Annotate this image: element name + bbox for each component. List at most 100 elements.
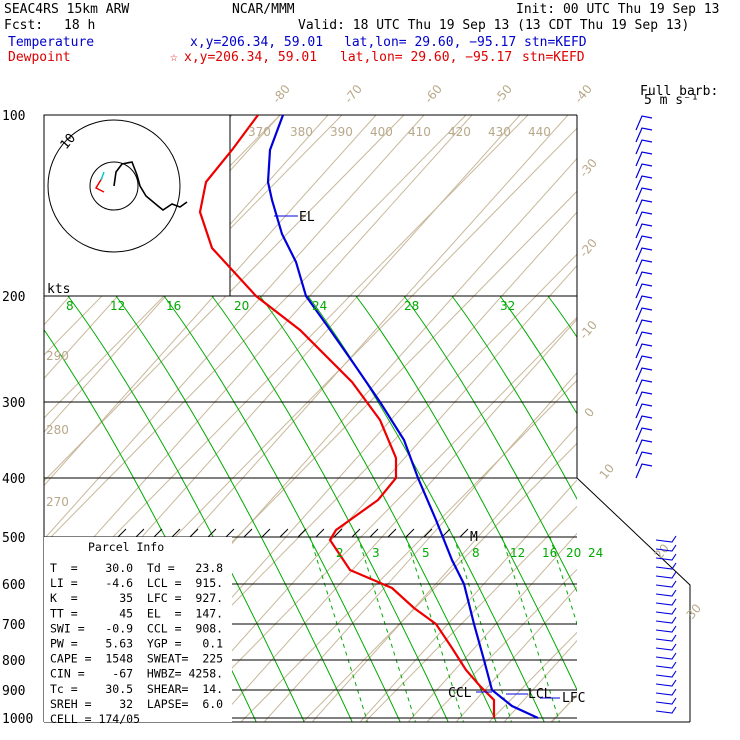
mixing-ratio-line	[646, 537, 706, 730]
hatch-mark	[405, 528, 415, 538]
init-label: Init: 00 UTC Thu 19 Sep 13	[516, 2, 720, 17]
parcel-info-row: LI = -4.6 LCL = 915.	[50, 576, 223, 590]
right-axis-lower	[576, 477, 691, 722]
wind-barb	[635, 331, 653, 347]
moist-adiabat-line	[547, 295, 577, 339]
hodograph-ring-inner	[89, 161, 139, 211]
moist-adiabat-line	[307, 295, 545, 722]
dry-adiabat-line	[44, 115, 377, 487]
wind-barb	[655, 535, 677, 543]
wind-barb	[635, 127, 653, 143]
wind-barb	[655, 634, 677, 642]
wind-barb	[635, 283, 653, 299]
mixing-ratio-label: 20	[566, 546, 581, 560]
wind-barb	[655, 679, 677, 687]
wind-barb	[635, 259, 653, 275]
pressure-label: 500	[2, 531, 25, 546]
mixing-ratio-line	[405, 536, 465, 722]
mixing-ratio-line	[357, 536, 417, 722]
hatch-mark	[315, 528, 325, 538]
wind-barb	[635, 139, 653, 155]
theta-label: 420	[448, 125, 471, 139]
dry-adiabat-line	[44, 115, 425, 540]
legend-temp-latlon: lat,lon= 29.60, −95.17	[344, 35, 517, 50]
lfc-label: LFC	[562, 691, 585, 706]
dry-adiabat-line	[503, 639, 577, 722]
legend-temp-stn: stn=KEFD	[524, 35, 587, 50]
wind-barb	[655, 643, 677, 651]
parcel-info-row: T = 30.0 Td = 23.8	[50, 561, 223, 575]
hatch-mark	[261, 528, 271, 538]
hatch-mark	[207, 528, 217, 538]
mixing-ratio-label: 24	[588, 546, 603, 560]
wind-barb	[635, 391, 653, 407]
hatch-mark	[189, 528, 199, 538]
lcl-label: LCL	[528, 687, 552, 702]
theta-label: 270	[46, 495, 69, 509]
isotherm-line	[44, 115, 343, 419]
hatch-mark	[423, 528, 433, 538]
parcel-info-row: Tc = 30.5 SHEAR= 14.	[50, 682, 223, 696]
dry-adiabat-line	[44, 115, 329, 433]
dry-adiabat-line	[44, 115, 473, 594]
hatch-mark	[279, 528, 289, 538]
hodograph-trace	[113, 161, 188, 211]
mixing-ratio-label: 28	[404, 299, 419, 313]
center-label: NCAR/MMM	[232, 2, 295, 17]
hatch-mark	[333, 528, 343, 538]
dry-adiabat-line	[0, 115, 40, 740]
hodograph-bunkers	[100, 171, 105, 181]
moist-adiabat-line	[259, 295, 497, 722]
hatch-mark	[351, 528, 361, 538]
m-label: M	[470, 530, 478, 545]
mixing-ratio-line	[598, 537, 658, 730]
wind-barb	[655, 562, 677, 570]
mixing-ratio-label: 24	[312, 299, 327, 313]
dry-adiabat-line	[167, 264, 577, 722]
wind-barb	[635, 379, 653, 395]
wind-barb	[635, 211, 653, 227]
hatch-mark	[171, 528, 181, 538]
parcel-info-title: Parcel Info	[88, 540, 164, 554]
wind-barb	[635, 415, 653, 431]
wind-barb	[635, 355, 653, 371]
wind-barb	[655, 598, 677, 606]
hatch-mark	[369, 528, 379, 538]
pressure-label: 1000	[2, 712, 33, 727]
isotherm-line	[734, 115, 740, 725]
isotherm-label: 30	[684, 601, 705, 622]
isotherm-line	[610, 115, 740, 725]
wind-barb	[635, 427, 653, 443]
wind-barb	[635, 367, 653, 383]
theta-label: 390	[330, 125, 353, 139]
isotherm-label: 0	[582, 405, 598, 420]
theta-label: 430	[488, 125, 511, 139]
fcst-value: 18 h	[64, 18, 96, 33]
hatch-mark	[135, 528, 145, 538]
mixing-ratio-label: 16	[542, 546, 557, 560]
isotherm-label: -60	[422, 82, 445, 106]
pressure-label: 100	[2, 109, 25, 124]
isotherm-label: -50	[492, 82, 515, 106]
isotherm-line	[426, 568, 577, 722]
ccl-label: CCL	[448, 686, 472, 701]
legend-temperature: Temperature	[8, 35, 95, 50]
barb-legend-line2: 5 m s⁻¹	[644, 93, 699, 108]
wind-barb	[635, 235, 653, 251]
pressure-label: 900	[2, 684, 25, 699]
moist-adiabat-line	[355, 295, 577, 691]
moist-adiabat-line	[115, 295, 353, 722]
mixing-ratio-line	[309, 536, 369, 722]
isotherm-label: -10	[577, 318, 600, 342]
theta-label: 410	[408, 125, 431, 139]
moist-adiabat-line	[499, 295, 577, 415]
mixing-ratio-label: 5	[422, 546, 430, 560]
moist-adiabat-line	[211, 295, 449, 722]
wind-barb	[635, 175, 653, 191]
pressure-label: 300	[2, 396, 25, 411]
wind-barb	[655, 616, 677, 624]
isotherm-line	[240, 379, 577, 722]
hatch-mark	[243, 528, 253, 538]
pressure-label: 800	[2, 654, 25, 669]
wind-barb	[655, 706, 677, 714]
